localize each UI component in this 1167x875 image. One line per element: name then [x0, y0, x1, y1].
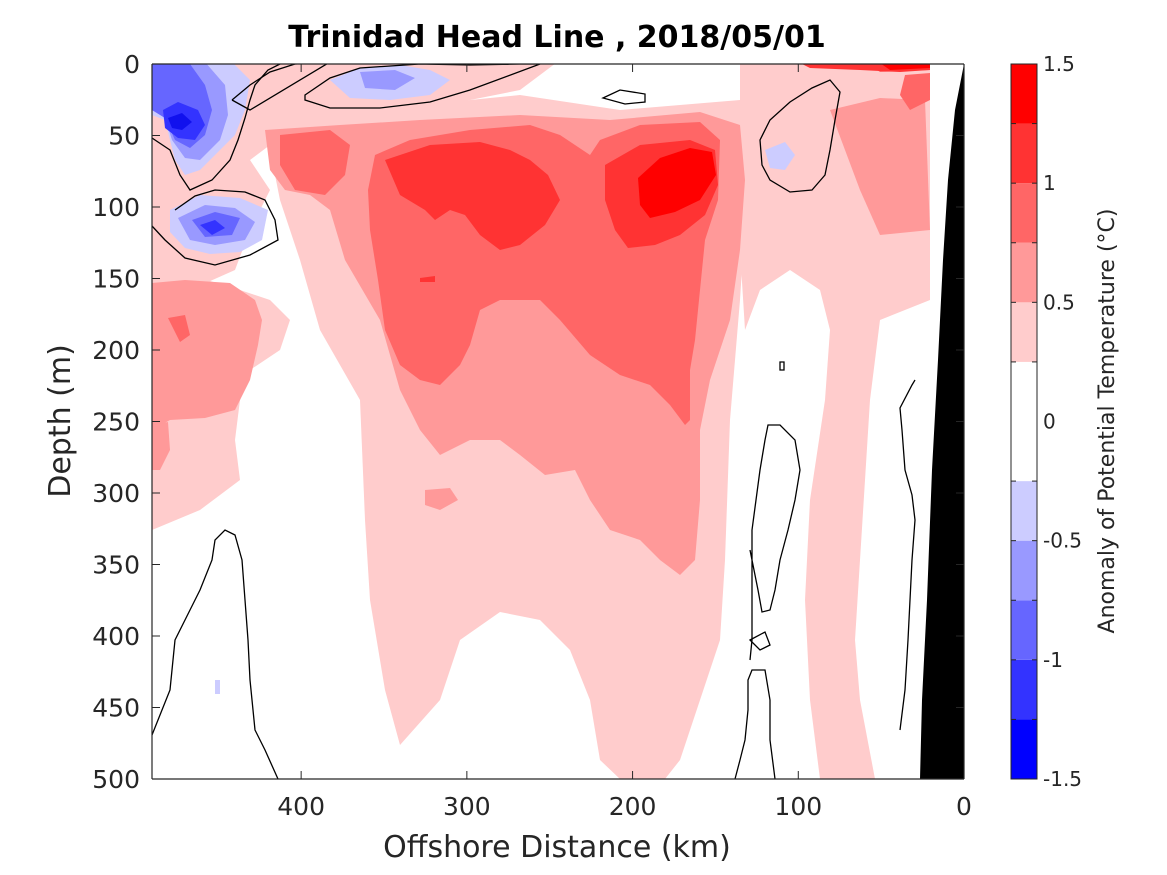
colorbar-tick-label: -1	[1043, 648, 1063, 672]
y-tick-label: 250	[92, 408, 140, 437]
colorbar: 1.5 1 0.5 0 -0.5 -1 -1.5	[1010, 52, 1082, 791]
y-tick-label: 200	[92, 336, 140, 365]
x-tick-label: 200	[609, 792, 657, 821]
colorbar-segment	[1011, 123, 1037, 184]
y-tick-label: 100	[92, 193, 140, 222]
colorbar-segment	[1011, 302, 1037, 362]
x-axis-label: Offshore Distance (km)	[383, 830, 731, 865]
anomaly-band-neg1.5-neg1.25	[168, 113, 192, 130]
y-tick-label: 150	[92, 265, 140, 294]
y-tick-label: 500	[92, 765, 140, 794]
colorbar-frame	[1010, 63, 1038, 780]
colorbar-segment	[1011, 183, 1037, 243]
colorbar-segment	[1011, 600, 1037, 660]
y-tick-label: 300	[92, 479, 140, 508]
x-tick-label: 300	[443, 792, 491, 821]
y-axis-label: Depth (m)	[43, 344, 78, 498]
y-tick-label: 50	[108, 122, 140, 151]
x-ticks: 400 300 200 100 0	[277, 64, 972, 821]
y-ticks: 0 50 100 150 200 250 300 350 400 450 500	[92, 50, 964, 794]
colorbar-segment	[1011, 659, 1037, 720]
y-tick-label: 0	[124, 50, 140, 79]
colorbar-tick-label: 1.5	[1043, 52, 1075, 76]
y-tick-label: 400	[92, 622, 140, 651]
zero-contour-lines	[152, 64, 916, 779]
x-tick-label: 400	[277, 792, 325, 821]
colorbar-segment	[1011, 64, 1037, 124]
colorbar-label: Anomaly of Potential Temperature (°C)	[1095, 209, 1120, 634]
colorbar-tick-label: 0.5	[1043, 290, 1075, 314]
colorbar-segment	[1011, 719, 1037, 779]
colorbar-tick-label: -1.5	[1043, 767, 1082, 791]
chart-title: Trinidad Head Line , 2018/05/01	[288, 20, 825, 55]
y-tick-label: 350	[92, 551, 140, 580]
x-tick-label: 100	[774, 792, 822, 821]
x-tick-label: 0	[956, 792, 972, 821]
colorbar-tick-label: -0.5	[1043, 529, 1082, 553]
colorbar-segment	[1011, 361, 1037, 482]
anomaly-band-1.25-1.5	[638, 64, 930, 218]
y-tick-label: 450	[92, 694, 140, 723]
colorbar-segment	[1011, 481, 1037, 541]
colorbar-tick-label: 1	[1043, 171, 1056, 195]
contour-plot	[152, 64, 964, 779]
colorbar-segment	[1011, 540, 1037, 601]
bottom-topography	[920, 64, 964, 779]
colorbar-segment	[1011, 242, 1037, 303]
colorbar-tick-label: 0	[1043, 410, 1056, 434]
